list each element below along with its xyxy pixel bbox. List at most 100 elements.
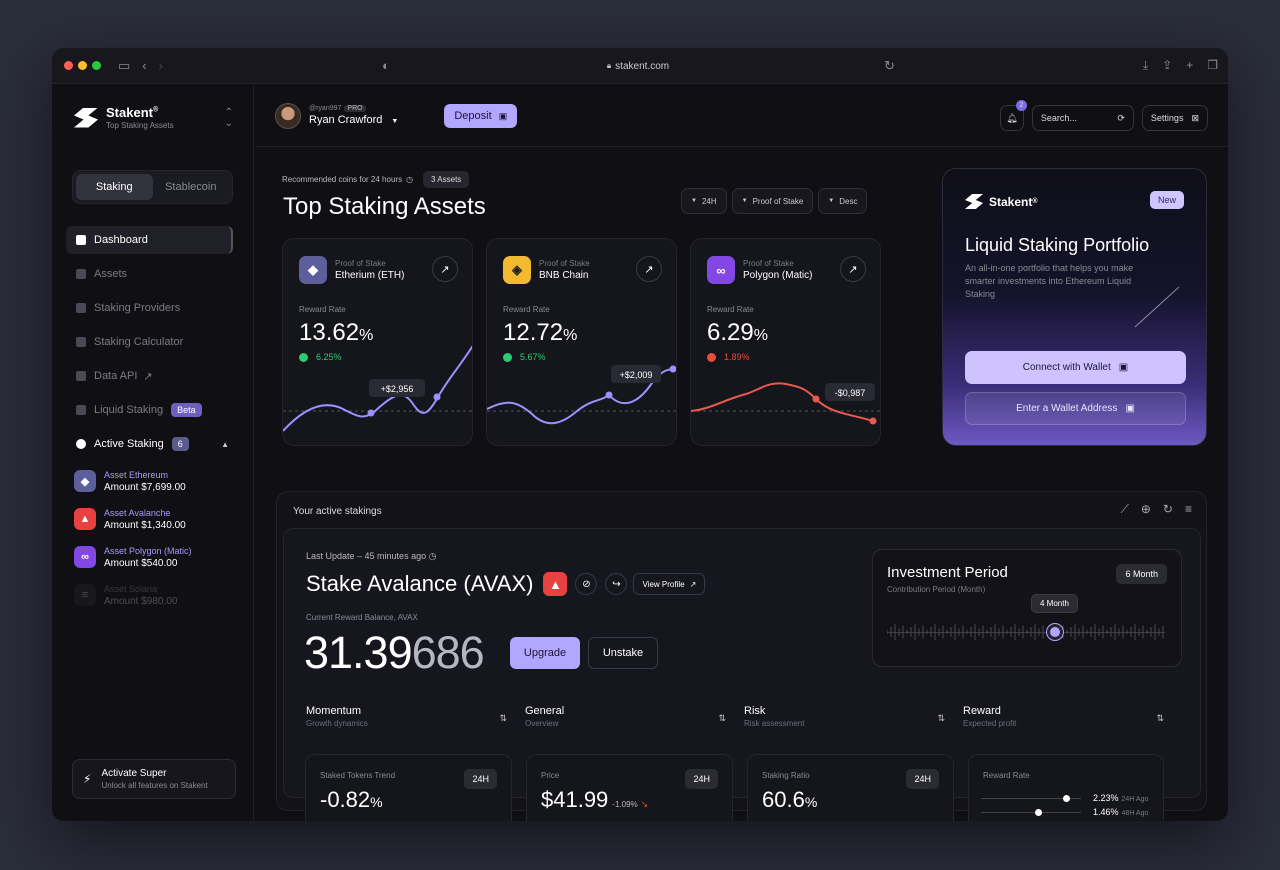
- period-dropdown[interactable]: 6 Month: [1116, 564, 1167, 584]
- arrow-up-right-icon[interactable]: ↗: [636, 256, 662, 282]
- sidebar-item-dashboard[interactable]: Dashboard: [66, 226, 233, 254]
- reward-rate-handle[interactable]: [1063, 795, 1070, 802]
- stat-period-button[interactable]: 24H: [464, 769, 497, 789]
- reward-rate-value: 1.46%: [1093, 807, 1119, 817]
- brand[interactable]: Stakent® Top Staking Assets ⌃ ⌄: [52, 85, 253, 130]
- dashboard-icon: [76, 235, 86, 245]
- view-profile-button[interactable]: View Profile ↗: [633, 573, 706, 595]
- arrow-up-right-icon[interactable]: ↗: [840, 256, 866, 282]
- sidebar-item-assets[interactable]: Assets: [66, 260, 233, 288]
- user-menu[interactable]: @ryan997 PRO Ryan Crawford ▼: [309, 105, 398, 126]
- stat-unit: %: [370, 794, 383, 810]
- refresh-icon[interactable]: ↻: [1162, 502, 1173, 516]
- slider-ticks: [887, 624, 1164, 640]
- tab-momentum[interactable]: Momentum Growth dynamics ⇅: [306, 705, 525, 728]
- tab-general[interactable]: General Overview ⇅: [525, 705, 744, 728]
- chart-point: [812, 395, 820, 403]
- user-name: Ryan Crawford: [309, 114, 383, 126]
- sort-chevron-icon: ⇅: [1156, 713, 1164, 723]
- link-icon[interactable]: ⊘: [575, 573, 598, 595]
- upgrade-button[interactable]: Upgrade: [510, 637, 580, 669]
- deposit-button[interactable]: Deposit ▣: [444, 103, 518, 128]
- maximize-dot[interactable]: [92, 61, 101, 70]
- asset-card-bnb[interactable]: ◈ Proof of Stake BNB Chain ↗ Reward Rate …: [486, 238, 677, 446]
- sidebar-item-active-staking[interactable]: Active Staking 6 ▲: [66, 430, 233, 458]
- notifications-button[interactable]: 🔔︎ 2: [999, 100, 1027, 131]
- download-icon[interactable]: ⤓: [1142, 58, 1149, 72]
- type-filter[interactable]: ▼ Proof of Stake: [731, 188, 814, 214]
- activate-super-button[interactable]: ⚡︎ Activate Super Unlock all features on…: [72, 759, 236, 799]
- slider-tooltip: 4 Month: [1031, 594, 1078, 613]
- tab-risk[interactable]: Risk Risk assessment ⇅: [744, 705, 963, 728]
- search-input[interactable]: Search... ⟳: [1031, 105, 1134, 131]
- asset-name: Asset Polygon (Matic): [104, 545, 192, 556]
- sidebar-item-staking-calculator[interactable]: Staking Calculator: [66, 328, 233, 356]
- avatar[interactable]: [275, 102, 301, 129]
- asset-card-ethereum[interactable]: ◆ Proof of Stake Etherium (ETH) ↗ Reward …: [282, 238, 473, 446]
- sidebar-item-label: Active Staking: [94, 438, 164, 450]
- sort-chevron-icon: ⇅: [499, 713, 507, 723]
- forward-icon[interactable]: ›: [158, 58, 163, 73]
- sidebar-item-staking-providers[interactable]: Staking Providers: [66, 294, 233, 322]
- reload-icon[interactable]: ↻: [884, 57, 895, 73]
- sidebar-item-liquid-staking[interactable]: Liquid Staking Beta: [66, 396, 233, 424]
- share-icon[interactable]: ⇪: [1162, 58, 1173, 72]
- sidebar-item-data-api[interactable]: Data API ↗: [66, 362, 233, 390]
- annotation-box: [611, 365, 661, 383]
- stat-period-button[interactable]: 24H: [685, 769, 718, 789]
- settings-button[interactable]: Settings ⊠: [1141, 105, 1208, 131]
- tabs-icon[interactable]: ❐: [1207, 58, 1218, 72]
- assets-count-pill[interactable]: 3 Assets: [423, 171, 470, 188]
- up-indicator-icon: [299, 352, 308, 362]
- segment-stablecoin[interactable]: Stablecoin: [165, 181, 217, 193]
- activate-title: Activate Super: [101, 768, 167, 779]
- asset-amount: Amount $540.00: [104, 557, 178, 569]
- address-bar[interactable]: 🔒︎ stakent.com: [388, 56, 888, 76]
- sort-filter[interactable]: ▼ Desc: [818, 188, 868, 214]
- period-filter[interactable]: ▼ 24H: [681, 188, 727, 214]
- stake-title: Stake Avalance (AVAX): [306, 571, 534, 596]
- reward-rate-handle[interactable]: [1035, 809, 1042, 816]
- chart-icon[interactable]: ⟋: [1120, 502, 1129, 516]
- period-slider-handle[interactable]: [1047, 624, 1063, 640]
- back-icon[interactable]: ‹: [142, 58, 147, 73]
- new-tab-icon[interactable]: +: [1186, 58, 1194, 72]
- settings-label: Settings: [1150, 113, 1184, 123]
- activate-subtitle: Unlock all features on Stakent: [101, 781, 208, 790]
- chevron-up-icon[interactable]: ▲: [221, 439, 229, 449]
- stat-price: Price $41.99 -1.09% ↘ 24H: [526, 754, 733, 821]
- calculator-icon: [76, 337, 86, 347]
- chart-point: [433, 393, 441, 401]
- switcher-chevron-icon[interactable]: ⌃ ⌄: [224, 106, 233, 129]
- unstake-button[interactable]: Unstake: [588, 637, 658, 669]
- tab-reward[interactable]: Reward Expected profit ⇅: [963, 705, 1182, 728]
- enter-wallet-address-button[interactable]: Enter a Wallet Address ▣: [965, 392, 1186, 425]
- stat-period-button[interactable]: 24H: [906, 769, 939, 789]
- connect-wallet-button[interactable]: Connect with Wallet ▣: [965, 351, 1186, 384]
- sidebar-toggle-icon[interactable]: ▭: [118, 57, 131, 73]
- reward-rate-track: [981, 798, 1081, 799]
- segment-staking[interactable]: Staking: [76, 174, 153, 200]
- stat-reward-rate: Reward Rate 2.23% 24H Ago 1.46% 48H Ago: [968, 754, 1164, 821]
- asset-row-solana[interactable]: ≡ Asset Solana Amount $980.00: [74, 582, 233, 608]
- tab-sublabel: Growth dynamics: [306, 719, 368, 728]
- asset-row-avalanche[interactable]: ▲ Asset Avalanche Amount $1,340.00: [74, 506, 233, 532]
- stat-label: Price: [541, 771, 560, 780]
- close-dot[interactable]: [64, 61, 73, 70]
- asset-card-polygon[interactable]: ∞ Proof of Stake Polygon (Matic) ↗ Reward…: [690, 238, 881, 446]
- asset-row-polygon[interactable]: ∞ Asset Polygon (Matic) Amount $540.00: [74, 544, 233, 570]
- sparkline-chart: -$0,987: [691, 382, 880, 425]
- asset-row-ethereum[interactable]: ◆ Asset Ethereum Amount $7,699.00: [74, 468, 233, 494]
- share-icon[interactable]: ↪: [605, 573, 628, 595]
- tab-sublabel: Risk assessment: [744, 719, 805, 728]
- minimize-dot[interactable]: [78, 61, 87, 70]
- reward-rate-label: Reward Rate: [503, 305, 550, 314]
- notification-count: 2: [1015, 100, 1027, 111]
- arrow-up-right-icon[interactable]: ↗: [432, 256, 458, 282]
- beta-badge: Beta: [171, 403, 202, 417]
- reward-rate-track: [981, 812, 1081, 813]
- filter-icon[interactable]: ≡: [1184, 502, 1192, 516]
- solana-icon: ≡: [74, 584, 96, 606]
- add-circle-icon[interactable]: ⊕: [1140, 502, 1151, 516]
- period-slider-track[interactable]: [887, 632, 1165, 633]
